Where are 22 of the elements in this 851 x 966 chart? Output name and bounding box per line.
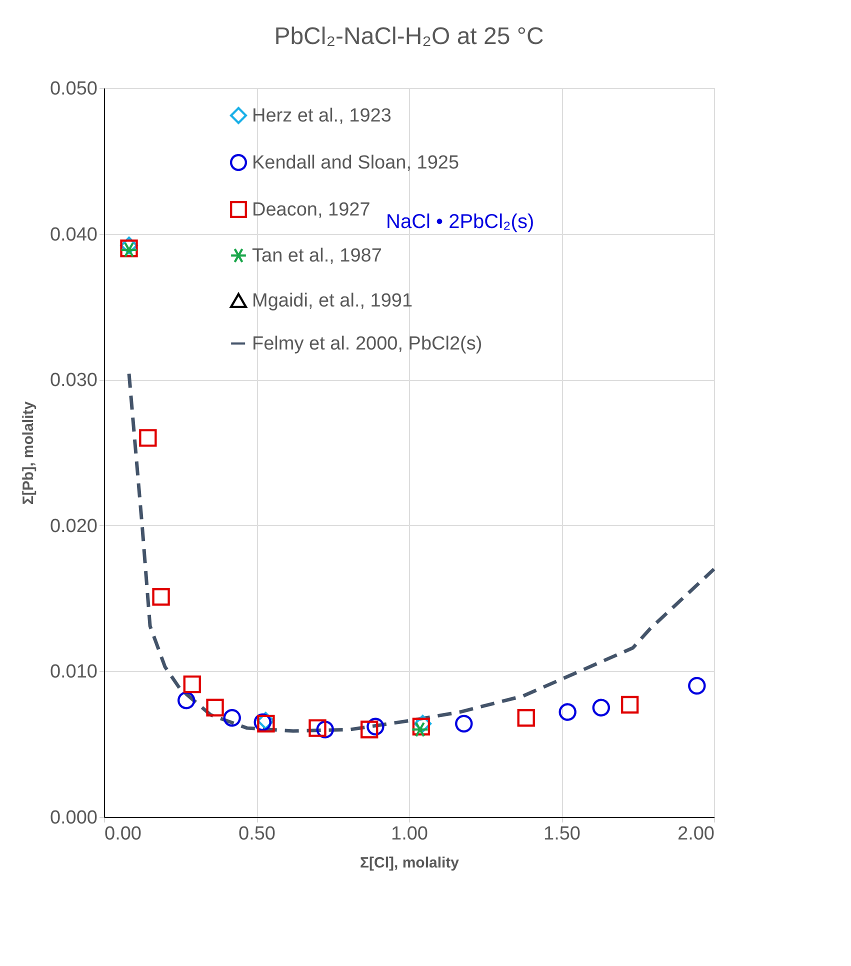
- x-tick-label: 2.00: [678, 824, 714, 844]
- y-tick-label: 0.010: [50, 662, 98, 683]
- legend-label: Mgaidi, et al., 1991: [252, 290, 413, 312]
- y-tick-label: 0.020: [50, 516, 98, 537]
- x-tick-label: 0.00: [104, 824, 142, 844]
- line-series: [127, 372, 716, 733]
- x-tick-label: 1.00: [391, 824, 428, 844]
- x-axis-title: Σ[Cl], molality: [360, 854, 460, 872]
- legend-label: Felmy et al. 2000, PbCl2(s): [252, 334, 482, 354]
- y-tick-label: 0.050: [50, 78, 98, 100]
- y-tick-label: 0.000: [50, 808, 98, 828]
- legend-label: Deacon, 1927: [252, 200, 370, 220]
- y-tick-label: 0.040: [50, 224, 98, 246]
- x-tick-label: 1.50: [544, 824, 580, 844]
- chart-title: PbCl₂-NaCl-H₂O at 25 °C: [274, 23, 544, 50]
- x-tick-label: 0.50: [238, 824, 276, 844]
- legend-label: Kendall and Sloan, 1925: [252, 152, 460, 174]
- y-axis-title: Σ[Pb], molality: [20, 400, 37, 505]
- legend-label: Herz et al., 1923: [252, 106, 392, 126]
- y-tick-label: 0.030: [50, 370, 98, 392]
- legend-label: Tan et al., 1987: [252, 246, 382, 266]
- annotation: NaCl • 2PbCl₂(s): [386, 211, 534, 233]
